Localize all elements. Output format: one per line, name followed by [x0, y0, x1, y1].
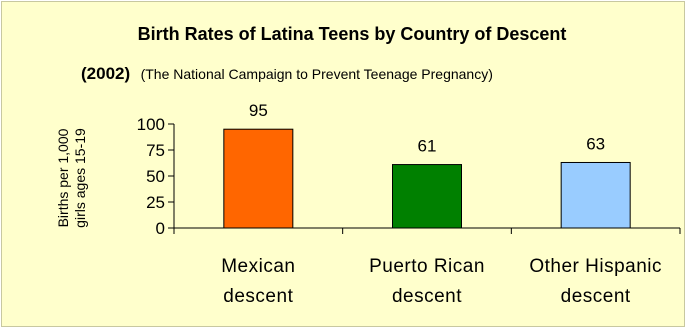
y-tick-label: 75	[146, 141, 165, 160]
x-tick-label: descent	[392, 286, 462, 307]
chart-subtitle: (2002) (The National Campaign to Prevent…	[81, 64, 493, 84]
x-tick-labels: Mexican descent Puerto Rican descent Other H…	[221, 256, 662, 307]
data-label: 63	[586, 134, 605, 153]
x-tick-label: descent	[561, 286, 631, 307]
y-tick-label: 25	[146, 193, 165, 212]
y-tick-label: 100	[137, 115, 165, 134]
bar	[223, 128, 294, 229]
subtitle-year: (2002)	[81, 64, 131, 83]
bar	[392, 164, 462, 229]
y-tick-label: 0	[156, 219, 165, 238]
y-tick-label: 50	[146, 167, 165, 186]
x-tick-label: descent	[223, 286, 293, 307]
x-tick-label: Mexican	[221, 256, 295, 277]
bar	[560, 161, 631, 229]
data-label: 95	[249, 101, 268, 120]
x-tick-label: Other Hispanic	[529, 256, 662, 277]
y-axis-label-line1: Births per 1,000	[55, 128, 71, 227]
data-label: 61	[418, 137, 437, 156]
chart-title: Birth Rates of Latina Teens by Country o…	[137, 24, 567, 44]
y-axis-label: Births per 1,000 girls ages 15-19	[55, 128, 88, 228]
bars	[223, 128, 631, 229]
subtitle-source: (The National Campaign to Prevent Teenag…	[140, 66, 493, 82]
y-axis-label-line2: girls ages 15-19	[72, 128, 88, 228]
x-tick-label: Puerto Rican	[369, 256, 485, 277]
data-labels: 95 61 63	[249, 101, 605, 155]
